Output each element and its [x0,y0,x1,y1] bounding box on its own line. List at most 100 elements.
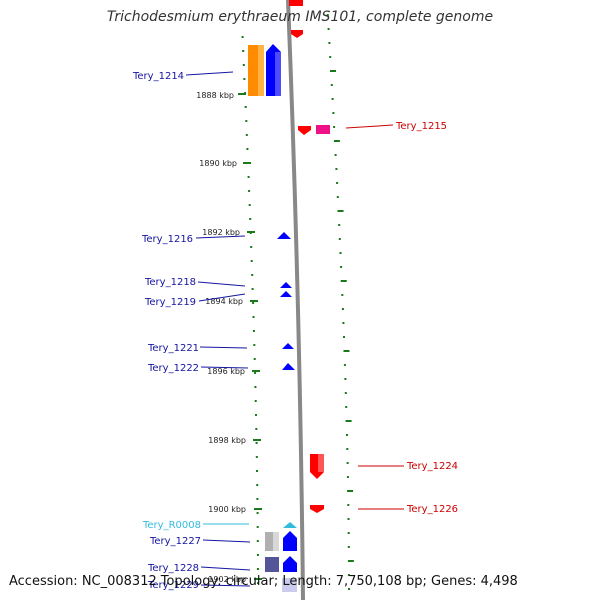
gene-label-tery-1228[interactable]: Tery_1228 [147,563,199,574]
tick-dot [343,364,346,366]
reverse-gene-labels: Tery_1215 Tery_1224 Tery_1226 [395,121,458,515]
tick-dot [341,294,344,296]
tick-dot [242,64,245,66]
tick-dots-inner [241,36,259,584]
gene-label-tery-1229[interactable]: Tery_1229 [147,580,199,591]
tick-dot [344,392,347,394]
tick-dot [244,106,247,108]
tick-dot [330,70,336,72]
tick-dot [257,582,259,584]
tick-dot [254,386,257,388]
gene-arrow-tery-1219[interactable] [280,291,292,297]
gene-arrow-tery-1221[interactable] [282,343,294,349]
gene-arrow-tery-1228-b[interactable] [283,556,297,572]
tick-dot [336,196,339,198]
tick-dot [242,50,245,52]
tick-dot [256,512,259,514]
tick-dot [252,330,255,332]
map-title: Trichodesmium erythraeum IMS101, complet… [106,9,494,25]
gene-arrow-top [291,30,303,38]
leader-line [199,346,248,349]
forward-gene-labels: Tery_1214 Tery_1216 Tery_1218 Tery_1219 … [132,71,201,591]
gene-block-shade [273,532,279,551]
tick-dot [251,288,254,290]
leader-line [197,281,246,287]
accession-text: Accession: NC_008312 [9,574,157,589]
leader-line [185,71,234,76]
tick-dot [346,462,349,464]
tick-dot [251,274,254,276]
gene-label-tery-1224[interactable]: Tery_1224 [406,461,458,472]
tick-dot [246,148,249,150]
gene-arrow-tery-1216[interactable] [277,232,291,239]
tick-dot [340,280,347,282]
tick-dot [243,78,246,80]
gene-block-shade [318,454,324,472]
scale-label: 1888 kbp [196,91,234,100]
tick-dot [347,490,354,492]
tick-dot [338,238,341,240]
leader-line [195,235,246,239]
tick-dot [343,336,345,338]
tick-dot [255,428,258,430]
gene-label-tery-1221[interactable]: Tery_1221 [147,343,199,354]
map-footer: Accession: NC_008312 Topology: circular; … [9,574,518,589]
leader-line [200,584,251,587]
gene-label-tery-1227[interactable]: Tery_1227 [149,536,201,547]
tick-dot [327,28,330,30]
tick-dot [252,302,255,304]
gene-arrow-tery-1226[interactable] [310,505,324,513]
scale-label: 1902 kbp [208,575,246,584]
tick-dot [256,498,259,500]
leader-line [202,539,251,543]
gene-block-tery-1215-b[interactable] [316,125,330,134]
tick-dot [256,470,258,472]
tick-dot [339,252,342,254]
scale-label: 1890 kbp [199,159,237,168]
topology-text: Topology: circular; Length: 7,750,108 bp… [160,574,518,589]
tick-dot [346,434,348,436]
tick-dot [338,224,341,226]
tick-dot [254,372,257,374]
gene-label-tery-1215[interactable]: Tery_1215 [395,121,447,132]
gene-arrow-tery-1218[interactable] [280,282,292,288]
gene-arrow-tery-r0008[interactable] [283,522,297,528]
gene-block-tery-1229[interactable] [282,578,297,592]
tick-dot [348,588,350,590]
tick-dot [252,316,255,318]
tick-dot [335,168,338,170]
gene-arrow-tery-1227-b[interactable] [283,531,297,551]
tick-dot [256,568,259,570]
tick-dot [248,204,251,206]
leader-line [200,366,249,369]
tick-dot [329,56,332,58]
scale-label: 1892 kbp [202,228,240,237]
gene-label-tery-r0008[interactable]: Tery_R0008 [142,520,201,531]
reverse-leaders [345,124,404,510]
tick-dot [330,84,333,86]
tick-dot [347,546,350,548]
leader-line [345,124,394,129]
gene-arrow-tery-1222[interactable] [282,363,295,370]
gene-label-tery-1218[interactable]: Tery_1218 [144,277,196,288]
tick-dot [346,476,349,478]
tick-dot [249,218,252,220]
gene-label-tery-1214[interactable]: Tery_1214 [132,71,184,82]
tick-dot [255,442,258,444]
gene-label-tery-1226[interactable]: Tery_1226 [406,504,458,515]
tick-dot [344,378,347,380]
tick-dot [241,36,244,38]
gene-label-tery-1219[interactable]: Tery_1219 [144,297,196,308]
tick-dots-outer [326,14,354,590]
leader-line [200,566,251,571]
gene-label-tery-1222[interactable]: Tery_1222 [147,363,199,374]
tick-dot [256,484,259,486]
tick-dot [333,126,336,128]
gene-arrow-tery-1215-a[interactable] [298,126,311,135]
tick-dot [255,456,258,458]
gene-block-tery-1228-a[interactable] [265,557,279,572]
tick-dot [347,560,354,562]
tick-dot [250,246,253,248]
gene-label-tery-1216[interactable]: Tery_1216 [141,234,193,245]
